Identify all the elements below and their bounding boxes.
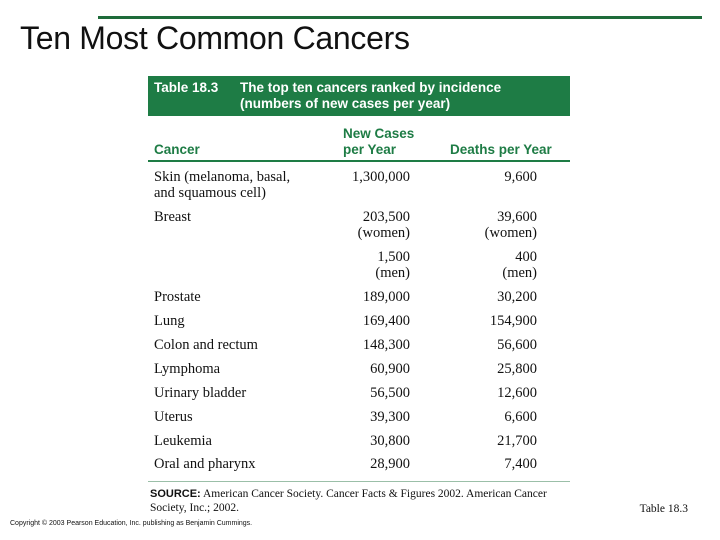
cancer-cell: Uterus — [154, 409, 193, 425]
table-bottom-rule — [148, 481, 570, 482]
deaths-cell: 6,600 — [504, 409, 537, 425]
table-caption-line1: The top ten cancers ranked by incidence — [240, 80, 502, 95]
deaths-cell: 154,900 — [489, 313, 537, 329]
table-number: Table 18.3 — [154, 80, 219, 95]
source-note: SOURCE: American Cancer Society. Cancer … — [150, 487, 570, 515]
deaths-cell: 400 — [515, 249, 537, 265]
deaths-cell: 9,600 — [504, 169, 537, 185]
new-cases-cell: 39,300 — [370, 409, 410, 425]
deaths-cell: 25,800 — [497, 361, 537, 377]
new-cases-cell: 169,400 — [362, 313, 410, 329]
copyright-notice: Copyright © 2003 Pearson Education, Inc.… — [10, 520, 253, 527]
deaths-cell: 7,400 — [504, 456, 537, 472]
column-header-new-cases-line2: per Year — [343, 142, 397, 157]
deaths-cell: 39,600 — [497, 209, 537, 225]
new-cases-cell: 148,300 — [362, 337, 410, 353]
deaths-cell: 56,600 — [497, 337, 537, 353]
new-cases-cell: (men) — [375, 265, 410, 281]
column-header-new-cases-line1: New Cases — [343, 126, 415, 141]
new-cases-cell: 189,000 — [362, 289, 410, 305]
column-header-cancer: Cancer — [154, 142, 200, 157]
deaths-cell: (men) — [502, 265, 537, 281]
source-label: SOURCE: — [150, 488, 201, 500]
new-cases-cell: 1,300,000 — [352, 169, 410, 185]
deaths-cell: (women) — [484, 225, 537, 241]
new-cases-cell: 28,900 — [370, 456, 410, 472]
table-header-bar: Table 18.3 The top ten cancers ranked by… — [148, 76, 570, 116]
new-cases-cell: 30,800 — [370, 433, 410, 449]
new-cases-cell: 56,500 — [370, 385, 410, 401]
new-cases-cell: (women) — [357, 225, 410, 241]
new-cases-cell: 1,500 — [377, 249, 410, 265]
cancer-cell: Prostate — [154, 289, 201, 305]
header-rule — [148, 160, 570, 162]
table-caption-line2: (numbers of new cases per year) — [240, 96, 451, 111]
column-header-deaths: Deaths per Year — [450, 142, 552, 157]
new-cases-cell: 60,900 — [370, 361, 410, 377]
slide-title: Ten Most Common Cancers — [20, 20, 410, 56]
cancer-cell: Lymphoma — [154, 361, 221, 377]
title-rule — [98, 16, 702, 19]
cancer-cell: Colon and rectum — [154, 337, 258, 353]
table-reference: Table 18.3 — [639, 503, 688, 515]
deaths-cell: 30,200 — [497, 289, 537, 305]
new-cases-cell: 203,500 — [362, 209, 410, 225]
cancer-cell: Oral and pharynx — [154, 456, 256, 472]
deaths-cell: 21,700 — [497, 433, 537, 449]
cancer-cell: Breast — [154, 209, 192, 225]
cancer-cell: Skin (melanoma, basal, — [154, 169, 291, 185]
cancer-cell: Urinary bladder — [154, 385, 247, 401]
source-text: American Cancer Society. Cancer Facts & … — [150, 488, 547, 514]
cancer-cell: Leukemia — [154, 433, 212, 449]
deaths-cell: 12,600 — [497, 385, 537, 401]
cancer-cell: and squamous cell) — [154, 185, 266, 201]
cancer-cell: Lung — [154, 313, 185, 329]
